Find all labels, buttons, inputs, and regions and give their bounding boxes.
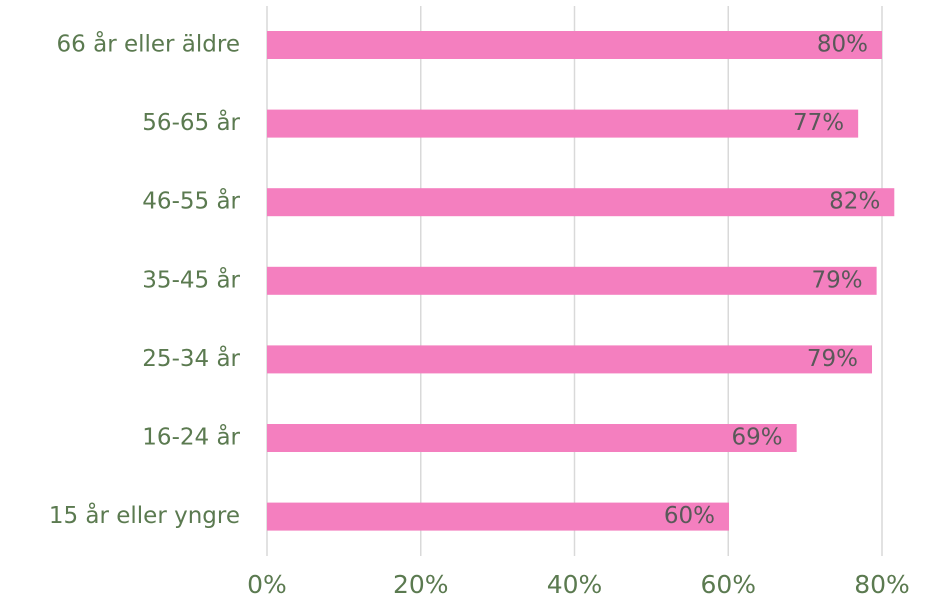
bar — [267, 424, 797, 452]
bar — [267, 109, 859, 138]
data-label: 82% — [829, 189, 880, 215]
y-tick-label: 66 år eller äldre — [57, 30, 240, 58]
y-tick-label: 15 år eller yngre — [49, 501, 240, 529]
data-label: 79% — [807, 346, 858, 372]
y-tick-label: 35-45 år — [142, 265, 240, 293]
bar — [267, 188, 895, 217]
x-tick-label: 20% — [393, 570, 449, 599]
bar — [267, 31, 882, 59]
data-label: 79% — [811, 267, 862, 293]
data-label: 80% — [817, 32, 868, 58]
x-tick-label: 0% — [247, 570, 287, 599]
x-tick-label: 60% — [700, 570, 756, 599]
bar — [267, 502, 730, 531]
x-tick-label: 40% — [547, 570, 603, 599]
y-tick-label: 56-65 år — [142, 108, 240, 136]
data-label: 60% — [664, 503, 715, 529]
data-label: 69% — [732, 425, 783, 451]
y-tick-label: 25-34 år — [142, 344, 240, 372]
bar — [267, 345, 873, 374]
x-tick-label: 80% — [854, 570, 910, 599]
y-tick-label: 16-24 år — [142, 423, 240, 451]
data-label: 77% — [793, 110, 844, 136]
y-tick-label: 46-55 år — [142, 187, 240, 215]
bar — [267, 266, 877, 295]
